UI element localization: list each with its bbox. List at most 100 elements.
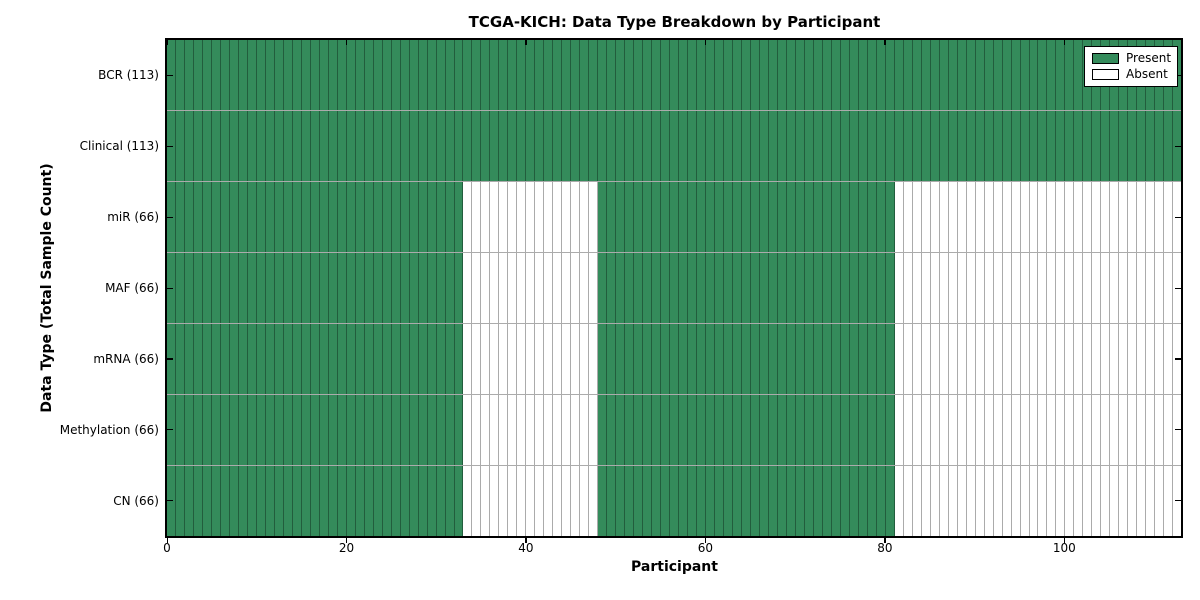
heatmap-cell	[688, 324, 698, 394]
x-tick-label-80: 80	[877, 541, 893, 555]
heatmap-cell	[939, 324, 949, 394]
heatmap-cell	[220, 395, 230, 465]
heatmap-cell	[535, 111, 545, 181]
heatmap-cell	[876, 395, 886, 465]
y-tick-mark-left	[167, 145, 173, 147]
heatmap-cell	[283, 466, 293, 536]
heatmap-cell	[364, 395, 374, 465]
heatmap-cell	[939, 182, 949, 252]
heatmap-cell	[571, 253, 581, 323]
heatmap-cell	[427, 253, 437, 323]
heatmap-cell	[463, 466, 473, 536]
heatmap-cell	[463, 253, 473, 323]
heatmap-cell	[1074, 466, 1084, 536]
y-tick-mark-left	[167, 216, 173, 218]
heatmap-cell	[876, 253, 886, 323]
heatmap-cell	[661, 111, 671, 181]
heatmap-cell	[292, 40, 302, 110]
heatmap-cell	[795, 111, 805, 181]
heatmap-cell	[220, 324, 230, 394]
heatmap-cell	[795, 395, 805, 465]
heatmap-cell	[966, 324, 976, 394]
heatmap-cell	[1119, 182, 1129, 252]
heatmap-cell	[292, 466, 302, 536]
heatmap-cell	[706, 182, 716, 252]
heatmap-cell	[256, 324, 266, 394]
heatmap-cell	[238, 111, 248, 181]
heatmap-cell	[454, 324, 464, 394]
heatmap-cell	[526, 182, 536, 252]
heatmap-cell	[733, 466, 742, 536]
heatmap-cell	[768, 40, 778, 110]
heatmap-cell	[607, 111, 617, 181]
heatmap-cell	[930, 253, 940, 323]
heatmap-cell	[265, 466, 275, 536]
heatmap-cell	[742, 111, 751, 181]
heatmap-cell	[256, 395, 266, 465]
heatmap-cell	[957, 40, 967, 110]
x-tick-mark-bottom	[345, 538, 348, 543]
heatmap-cell	[616, 466, 626, 536]
heatmap-cell	[885, 324, 895, 394]
heatmap-cell	[894, 40, 904, 110]
heatmap-cell	[804, 466, 814, 536]
heatmap-cell	[733, 395, 742, 465]
legend: Present Absent	[1084, 46, 1178, 87]
heatmap-cell	[966, 40, 976, 110]
heatmap-cell	[580, 466, 590, 536]
heatmap-cell	[625, 40, 635, 110]
heatmap-cell	[490, 40, 500, 110]
y-tick-mark-left	[167, 287, 173, 289]
heatmap-cell	[822, 182, 832, 252]
heatmap-cell	[1002, 324, 1012, 394]
heatmap-cell	[310, 40, 320, 110]
heatmap-cell	[1101, 466, 1111, 536]
heatmap-cell	[966, 111, 976, 181]
heatmap-cell	[930, 111, 940, 181]
heatmap-cell	[544, 253, 554, 323]
heatmap-cell	[328, 395, 338, 465]
heatmap-cell	[948, 111, 958, 181]
heatmap-cell	[876, 182, 886, 252]
heatmap-cell	[400, 111, 410, 181]
heatmap-cell	[508, 182, 518, 252]
heatmap-cell	[661, 253, 671, 323]
heatmap-cell	[400, 395, 410, 465]
heatmap-cell	[391, 324, 401, 394]
heatmap-cell	[229, 324, 239, 394]
heatmap-cell	[382, 466, 392, 536]
heatmap-cell	[912, 40, 922, 110]
heatmap-cell	[1020, 111, 1030, 181]
heatmap-cell	[697, 40, 707, 110]
heatmap-cell	[409, 466, 419, 536]
heatmap-cell	[400, 253, 410, 323]
heatmap-cell	[382, 111, 392, 181]
heatmap-cell	[544, 40, 554, 110]
heatmap-cell	[490, 111, 500, 181]
heatmap-cell	[1137, 324, 1147, 394]
heatmap-cell	[202, 324, 212, 394]
heatmap-cell	[607, 324, 617, 394]
x-tick-mark-top	[884, 40, 886, 45]
heatmap-cell	[1110, 253, 1120, 323]
heatmap-cell	[688, 253, 698, 323]
heatmap-cell	[598, 182, 608, 252]
heatmap-cell	[1011, 324, 1021, 394]
heatmap-cell	[786, 466, 796, 536]
y-tick-label-Methylation: Methylation (66)	[59, 422, 159, 437]
heatmap-cell	[652, 395, 662, 465]
heatmap-cell	[274, 182, 284, 252]
x-tick-mark-top	[345, 40, 348, 45]
heatmap-cell	[670, 466, 680, 536]
heatmap-cell	[256, 253, 266, 323]
heatmap-cell	[1155, 182, 1165, 252]
heatmap-cell	[840, 111, 850, 181]
heatmap-cell	[777, 466, 787, 536]
heatmap-cell	[1056, 111, 1066, 181]
heatmap-cell	[1038, 40, 1048, 110]
heatmap-cell	[625, 111, 635, 181]
heatmap-cell	[795, 324, 805, 394]
heatmap-cell	[1056, 324, 1066, 394]
heatmap-cell	[742, 324, 751, 394]
heatmap-cell	[310, 324, 320, 394]
